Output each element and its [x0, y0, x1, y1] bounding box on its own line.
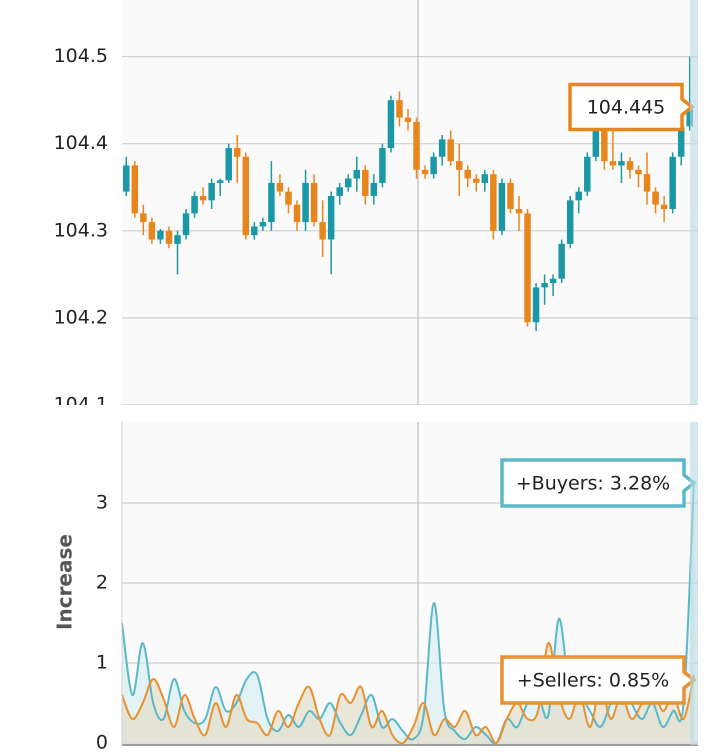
candle-body — [396, 100, 403, 118]
candle-body — [268, 182, 275, 223]
y-tick-label: 104.5 — [54, 45, 108, 67]
y-tick-label: 3 — [96, 492, 108, 514]
candle-body — [362, 169, 369, 196]
candle-body — [336, 187, 343, 196]
candle-body — [276, 182, 284, 192]
candle-body — [404, 117, 412, 122]
candle-body — [609, 161, 617, 166]
candle-body — [677, 126, 685, 157]
y-tick-label: 104.4 — [54, 132, 108, 154]
candle-body — [635, 169, 642, 175]
candle-body — [686, 104, 693, 127]
candle-body — [507, 182, 514, 210]
y-tick-label: 1 — [96, 652, 108, 674]
price-plot-area — [122, 0, 698, 405]
candle-body — [310, 182, 318, 223]
price-chart: 104.1 104.2 104.3 104.4 104.5 — [54, 0, 698, 416]
candle-body — [251, 226, 258, 236]
overlay: 104.445 0 1 2 3 Increase +Buyers: 3.28% +Seller… — [53, 0, 698, 754]
callout-label: +Sellers: 0.85% — [517, 670, 669, 692]
candle-body — [353, 169, 361, 179]
callout-label: +Buyers: 3.28% — [516, 473, 670, 495]
candle-body — [370, 182, 378, 196]
candle-body — [618, 161, 625, 166]
current-band — [690, 0, 698, 405]
candle-body — [157, 230, 164, 240]
candle-body — [174, 235, 181, 244]
candle-body — [319, 222, 326, 240]
candle-body — [592, 121, 600, 157]
candle-body — [669, 156, 676, 210]
callout-box — [500, 655, 697, 705]
candle-body — [660, 204, 668, 210]
current-band — [690, 422, 698, 745]
candle-body — [464, 169, 472, 179]
candle-body — [515, 209, 523, 214]
candle-body — [285, 191, 292, 205]
candle-body — [123, 165, 130, 192]
candle-body — [473, 178, 480, 183]
candle-body — [199, 195, 207, 201]
y-tick-label: 104.1 — [54, 394, 108, 416]
candle-body — [490, 174, 497, 231]
candle-body — [140, 213, 147, 223]
series-line — [121, 480, 695, 745]
y-tick-label: 104.3 — [54, 219, 108, 241]
candle-body — [387, 100, 395, 149]
candle-body — [225, 148, 232, 181]
y-axis-title: Increase — [53, 534, 77, 630]
candle-body — [148, 222, 156, 240]
callout-box — [500, 458, 697, 508]
candle-body — [626, 161, 634, 170]
candle-body — [438, 139, 446, 157]
callout-label: 104.445 — [587, 97, 666, 119]
candle-body — [652, 191, 659, 205]
y-tick-label: 0 — [96, 732, 108, 754]
candle-body — [584, 156, 591, 192]
candle-body — [558, 243, 565, 279]
candle-body — [566, 200, 574, 244]
candle-body — [208, 182, 215, 201]
y-tick-label: 104.2 — [54, 306, 108, 328]
callout-box — [568, 82, 695, 132]
candle-body — [182, 213, 190, 236]
candle-body — [242, 156, 250, 236]
candle-body — [455, 161, 463, 170]
candle-body — [259, 222, 267, 227]
candle-body — [524, 213, 531, 323]
candle-body — [234, 148, 241, 157]
candle-body — [165, 230, 173, 244]
candle-body — [643, 174, 651, 192]
candle-body — [413, 121, 420, 170]
candle-body — [344, 178, 352, 188]
candle-body — [601, 121, 608, 162]
candle-body — [327, 195, 335, 240]
candle-body — [131, 165, 139, 214]
candle-body — [549, 278, 557, 284]
candle-body — [498, 182, 506, 231]
candle-body — [447, 139, 454, 162]
candle-body — [575, 191, 582, 201]
candle-body — [430, 156, 437, 175]
candle-body — [481, 174, 489, 183]
candle-body — [293, 204, 301, 223]
candle-body — [532, 287, 540, 323]
y-tick-label: 2 — [96, 572, 108, 594]
candle-body — [191, 195, 198, 214]
candle-body — [216, 180, 224, 183]
candle-body — [379, 148, 386, 183]
candle-body — [302, 182, 309, 223]
candle-body — [541, 283, 548, 288]
candle-body — [421, 169, 429, 175]
